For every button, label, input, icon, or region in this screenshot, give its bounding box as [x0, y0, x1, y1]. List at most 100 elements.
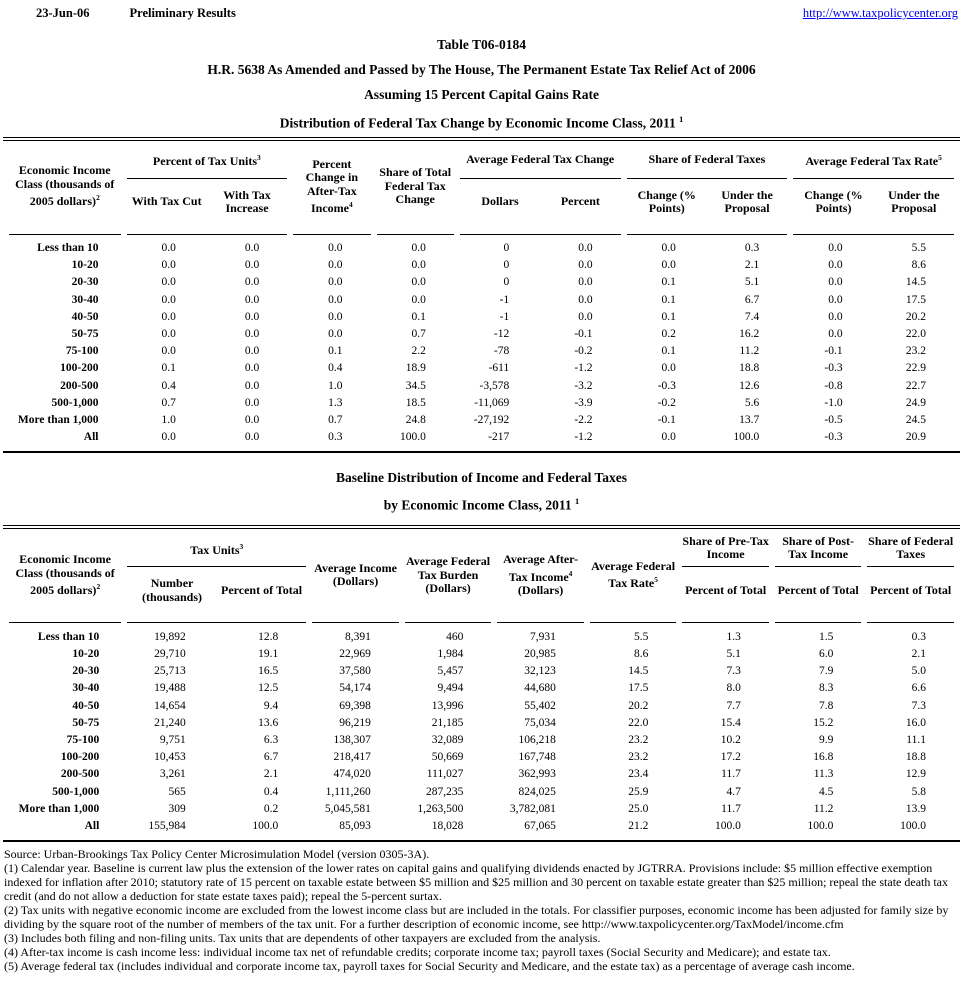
federal-tax-change-table: Economic Income Class (thousands of 2005… [3, 142, 960, 446]
table-row: 20-30 25,713 16.5 37,580 5,457 32,123 14.5 7.3 7… [9, 663, 954, 680]
cell-value: 3,261 [159, 768, 186, 781]
col-header-under-the-proposal: Under the Proposal [721, 187, 773, 215]
cell-value: 0.0 [828, 242, 843, 255]
cell-value: 0.0 [244, 431, 260, 444]
cell-value: -0.1 [657, 413, 676, 426]
cell-value: 9,494 [437, 682, 464, 695]
cell-value: -0.3 [657, 379, 676, 392]
status-label: Preliminary Results [129, 6, 236, 20]
col-header-average-federal-tax-rate: Average Federal Tax Rate5 [589, 530, 677, 624]
cell-value: 0.3 [328, 431, 343, 444]
cell-value: 0.0 [244, 379, 260, 392]
table-row: 500-1,000 0.7 0.0 1.3 18.5 -11,069 -3.9 -0.2 5.6… [9, 394, 954, 411]
cell-value: 18.8 [739, 362, 760, 375]
cell-value: 21,240 [154, 716, 186, 729]
col-group-share-of-federal-taxes: Share of Federal Taxes Percent of Total [867, 530, 954, 624]
cell-value: 1,984 [437, 648, 464, 661]
cell-value: 8.3 [819, 682, 834, 695]
cell-value: -78 [493, 345, 510, 358]
cell-value: 21.2 [628, 819, 649, 832]
footnote-4: (4) After-tax income is cash income less… [4, 945, 831, 960]
cell-value: 0.0 [328, 310, 343, 323]
cell-value: -1.2 [574, 362, 593, 375]
cell-value: 0.0 [161, 259, 176, 272]
cell-value: 23.2 [628, 733, 649, 746]
cell-value: 0.0 [578, 310, 593, 323]
cell-value: 0.0 [244, 345, 260, 358]
cell-value: 5.8 [911, 785, 926, 798]
cell-value: 21,185 [431, 716, 464, 729]
cell-value: 6.6 [911, 682, 926, 695]
cell-value: 0.2 [661, 328, 676, 341]
cell-value: 0.0 [828, 310, 843, 323]
cell-value: -3.2 [574, 379, 593, 392]
table-row: 200-500 3,261 2.1 474,020 111,027 362,993 23.4… [9, 766, 954, 783]
cell-value: -2.2 [574, 413, 593, 426]
cell-value: 25,713 [154, 665, 186, 678]
cell-value: 0.0 [244, 293, 260, 306]
cell-value: 11.7 [721, 802, 741, 815]
table-row: All 155,984 100.0 85,093 18,028 67,065 21.2 100… [9, 817, 954, 834]
group-label: Tax Units3 [127, 530, 307, 568]
cell-value: 16.2 [739, 328, 760, 341]
cell-value: 18,028 [431, 819, 464, 832]
date-label: 23-Jun-06 [36, 6, 90, 20]
col-header-under-the-proposal: Under the Proposal [888, 187, 940, 215]
cell-value: 0.0 [161, 431, 176, 444]
cell-value: 55,402 [524, 699, 556, 712]
footnote-3: (3) Includes both filing and non-filing … [4, 931, 601, 946]
col-header-percent-of-total: Percent of Total [220, 583, 303, 597]
cell-value: 17.5 [628, 682, 649, 695]
cell-value: 3,782,081 [509, 802, 556, 815]
table-row: 10-20 0.0 0.0 0.0 0.0 0 0.0 0.0 2.1 0.0 8.6 [9, 257, 954, 274]
col-header-economic-income-class: Economic Income Class (thousands of 2005… [9, 142, 121, 235]
table-row: All 0.0 0.0 0.3 100.0 -217 -1.2 0.0 100.0 -0.3 20.… [9, 429, 954, 446]
cell-value: 0.0 [161, 276, 176, 289]
cell-value: 8.6 [633, 648, 649, 661]
cell-value: 75,034 [524, 716, 556, 729]
cell-value: 11.7 [721, 768, 741, 781]
cell-value: 362,993 [518, 768, 556, 781]
cell-value: 100.0 [900, 819, 926, 832]
table2-top-rule [3, 525, 960, 530]
cell-value: 0.0 [328, 259, 343, 272]
cell-value: 0.0 [161, 345, 176, 358]
cell-value: 0.4 [161, 379, 176, 392]
cell-value: 100.0 [807, 819, 834, 832]
cell-value: 5,457 [437, 665, 464, 678]
cell-value: 167,748 [518, 751, 556, 764]
group-label: Share of Federal Taxes [626, 142, 788, 179]
cell-value: 22.0 [905, 328, 926, 341]
cell-value: 96,219 [339, 716, 371, 729]
cell-value: 6.0 [819, 648, 834, 661]
cell-value: 6.3 [263, 733, 279, 746]
cell-value: 5.5 [911, 242, 926, 255]
row-label: Less than 10 [37, 242, 99, 255]
cell-value: 16.5 [258, 665, 279, 678]
cell-value: 218,417 [333, 751, 371, 764]
cell-value: 0.0 [828, 259, 843, 272]
cell-value: 11.1 [906, 733, 926, 746]
col-header-average-after-tax-income: Average After-Tax Income4 (Dollars) [497, 530, 584, 624]
cell-value: 32,123 [524, 665, 556, 678]
baseline-distribution-table: Economic Income Class (thousands of 2005… [3, 530, 960, 834]
cell-value: 4.7 [726, 785, 741, 798]
table-row: 200-500 0.4 0.0 1.0 34.5 -3,578 -3.2 -0.3 12.6 -0… [9, 377, 954, 394]
cell-value: 4.5 [819, 785, 834, 798]
col-group-average-federal-tax-rate: Average Federal Tax Rate5 Change (% Poin… [793, 142, 954, 235]
assumption-title: Assuming 15 Percent Capital Gains Rate [364, 87, 599, 102]
bill-title: H.R. 5638 As Amended and Passed by The H… [207, 62, 756, 77]
cell-value: 2.1 [263, 768, 279, 781]
cell-value: 9.4 [263, 699, 279, 712]
taxpolicycenter-link[interactable]: http://www.taxpolicycenter.org [802, 6, 958, 20]
cell-value: 0.0 [578, 293, 593, 306]
cell-value: 20,985 [524, 648, 556, 661]
cell-value: 138,307 [333, 733, 371, 746]
cell-value: 1.0 [328, 379, 343, 392]
cell-value: 7.3 [726, 665, 741, 678]
cell-value: 0.4 [263, 785, 279, 798]
cell-value: 20.9 [905, 431, 926, 444]
cell-value: 29,710 [154, 648, 186, 661]
row-label: 30-40 [71, 293, 99, 306]
cell-value: -217 [488, 431, 510, 444]
